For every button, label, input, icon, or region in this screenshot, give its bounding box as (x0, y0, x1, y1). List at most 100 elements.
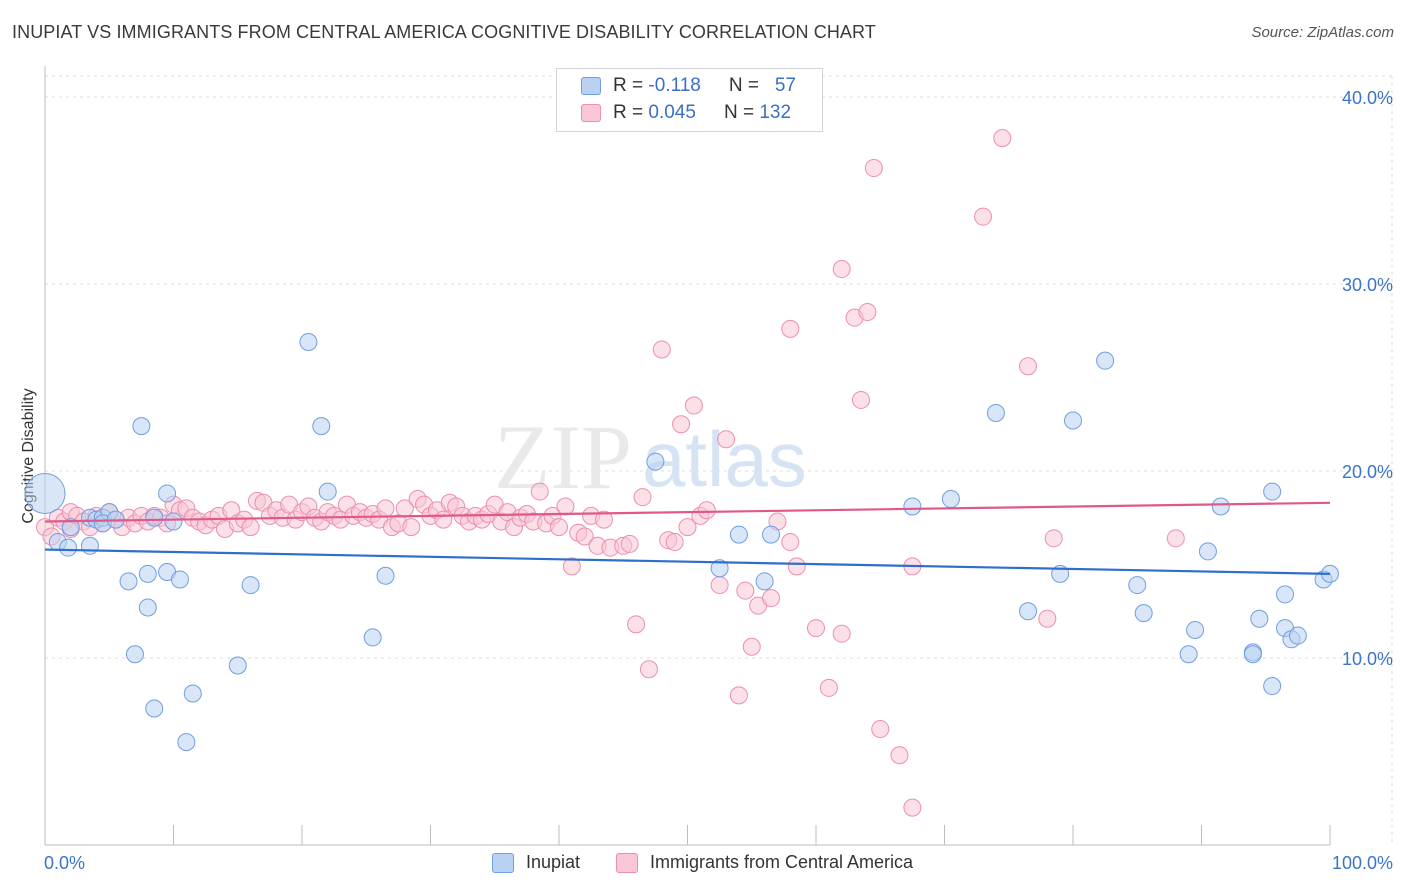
stats-legend: R = -0.118 N = 57 R = 0.045 N = 132 (556, 68, 823, 132)
inupiat-point (228, 656, 247, 675)
inupiat-point (1250, 609, 1269, 628)
immigrants-point (787, 557, 806, 576)
series-immigrants-points (36, 129, 1185, 817)
r-label: R = (613, 75, 644, 96)
immigrants-point (903, 798, 922, 817)
inupiat-point (1243, 645, 1262, 664)
stats-row-inupiat: R = -0.118 N = 57 (581, 73, 796, 99)
inupiat-point (755, 572, 774, 591)
inupiat-point (941, 490, 960, 509)
inupiat-point (1211, 497, 1230, 516)
r-label: R = (613, 102, 644, 123)
watermark-zip: ZIP (494, 406, 632, 508)
immigrants-point (652, 340, 671, 359)
inupiat-trend-line (44, 548, 1331, 575)
immigrants-point (530, 482, 549, 501)
immigrants-point (781, 319, 800, 338)
inupiat-point (1128, 576, 1147, 595)
n-value: 57 (774, 75, 796, 96)
immigrants-point (678, 518, 697, 537)
immigrants-point (556, 497, 575, 516)
inupiat-point (1198, 542, 1217, 561)
inupiat-point (1186, 620, 1205, 639)
y-tick-label: 30.0% (1342, 275, 1393, 295)
inupiat-point (710, 559, 729, 578)
inupiat-point (170, 570, 189, 589)
n-value: 132 (759, 102, 792, 123)
immigrants-swatch (581, 104, 601, 122)
inupiat-point (164, 512, 183, 531)
inupiat-point (24, 472, 66, 514)
immigrants-point (1019, 357, 1038, 376)
inupiat-point (299, 332, 318, 351)
immigrants-point (1166, 529, 1185, 548)
legend-item-immigrants: Immigrants from Central America (616, 852, 913, 873)
immigrants-point (993, 129, 1012, 148)
immigrants-point (402, 518, 421, 537)
immigrants-point (633, 488, 652, 507)
immigrants-point (974, 207, 993, 226)
immigrants-point (684, 396, 703, 415)
inupiat-point (986, 404, 1005, 423)
y-tick-label: 40.0% (1342, 88, 1393, 108)
inupiat-point (1263, 677, 1282, 696)
y-tick-label: 20.0% (1342, 462, 1393, 482)
immigrants-point (717, 430, 736, 449)
inupiat-point (363, 628, 382, 647)
source-label: Source: ZipAtlas.com (1251, 24, 1394, 41)
inupiat-point (1019, 602, 1038, 621)
immigrants-legend-swatch (616, 852, 638, 873)
stats-row-immigrants: R = 0.045 N = 132 (581, 100, 791, 126)
inupiat-point (903, 497, 922, 516)
immigrants-point (819, 678, 838, 697)
immigrants-point (858, 303, 877, 322)
tick-labels: 10.0% 20.0% 30.0% 40.0% 0.0% 100.0% (44, 88, 1393, 873)
inupiat-point (1179, 645, 1198, 664)
inupiat-point (1134, 604, 1153, 623)
immigrants-point (781, 533, 800, 552)
inupiat-point (376, 566, 395, 585)
immigrants-point (890, 746, 909, 765)
immigrants-point (729, 686, 748, 705)
immigrants-point (851, 390, 870, 409)
chart-title: INUPIAT VS IMMIGRANTS FROM CENTRAL AMERI… (12, 22, 876, 42)
inupiat-point (241, 576, 260, 595)
inupiat-point (177, 733, 196, 752)
inupiat-point (138, 598, 157, 617)
inupiat-point (119, 572, 138, 591)
n-label: N = (728, 75, 759, 96)
immigrants-point (241, 518, 260, 537)
inupiat-point (125, 645, 144, 664)
x-tick-label: 100.0% (1332, 853, 1393, 873)
immigrants-point (434, 510, 453, 529)
watermark: ZIP atlas (494, 406, 807, 508)
inupiat-point (1263, 482, 1282, 501)
inupiat-point (312, 417, 331, 436)
inupiat-point (1064, 411, 1082, 430)
inupiat-point (138, 564, 157, 583)
immigrants-point (620, 534, 639, 553)
inupiat-legend-swatch (492, 852, 514, 873)
immigrants-point (697, 501, 716, 520)
inupiat-point (145, 508, 164, 527)
r-value: 0.045 (648, 102, 696, 123)
immigrants-point (871, 720, 890, 739)
watermark-atlas: atlas (642, 415, 807, 503)
immigrants-point (1044, 529, 1063, 548)
legend-label-immigrants: Immigrants from Central America (650, 852, 914, 872)
immigrants-point (594, 510, 613, 529)
series-legend: Inupiat Immigrants from Central America (0, 852, 1406, 876)
inupiat-point (61, 518, 80, 537)
inupiat-point (646, 452, 665, 471)
legend-item-inupiat: Inupiat (492, 852, 580, 873)
y-tick-label: 10.0% (1342, 649, 1393, 669)
inupiat-point (318, 482, 337, 501)
immigrants-point (575, 527, 594, 546)
trend-lines (44, 501, 1331, 575)
immigrants-point (736, 581, 755, 600)
axes (44, 66, 1331, 846)
inupiat-point (158, 484, 177, 503)
immigrants-point (864, 159, 883, 178)
immigrants-point (762, 589, 781, 608)
